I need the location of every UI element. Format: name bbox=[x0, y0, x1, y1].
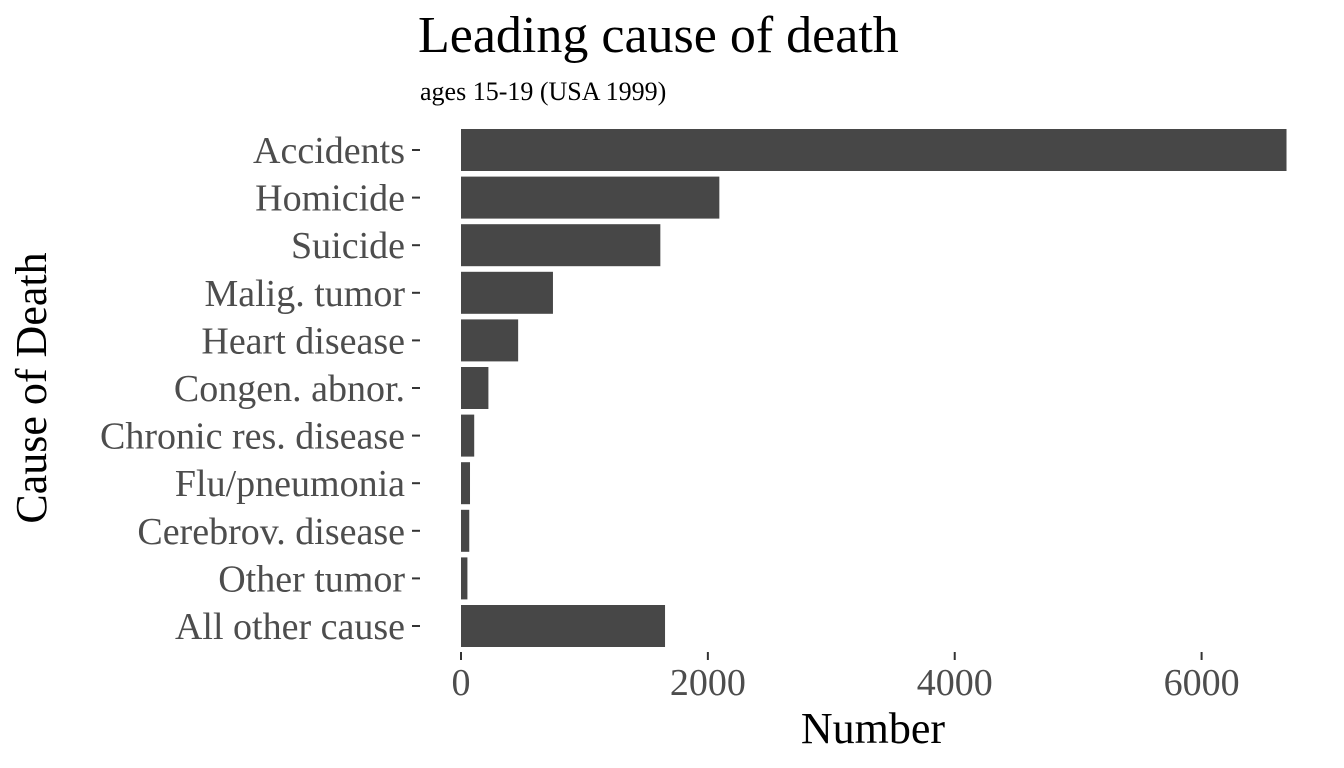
bar bbox=[461, 176, 720, 219]
bar bbox=[461, 224, 661, 267]
y-tick-label: Flu/pneumonia bbox=[175, 463, 405, 505]
bar bbox=[461, 605, 666, 647]
y-tick-label: Homicide bbox=[255, 178, 405, 220]
y-tick-label: Congen. abnor. bbox=[174, 368, 405, 410]
x-axis-title: Number bbox=[801, 704, 946, 753]
bar bbox=[461, 367, 489, 409]
bar bbox=[461, 319, 519, 362]
x-tick-label: 4000 bbox=[917, 662, 993, 704]
bars-layer bbox=[461, 129, 1287, 647]
y-tick-label: Malig. tumor bbox=[204, 273, 405, 315]
bar bbox=[461, 557, 468, 600]
y-tick-label: Suicide bbox=[291, 225, 405, 267]
y-tick-label: Chronic res. disease bbox=[100, 416, 405, 458]
y-axis-title: Cause of Death bbox=[7, 252, 56, 523]
y-tick-label: Heart disease bbox=[201, 320, 405, 362]
x-axis: 0 2000 4000 6000 bbox=[452, 652, 1240, 704]
y-tick-label: Other tumor bbox=[218, 558, 405, 600]
chart-subtitle: ages 15-19 (USA 1999) bbox=[420, 77, 667, 106]
x-tick-label: 6000 bbox=[1164, 662, 1240, 704]
bar bbox=[461, 462, 471, 505]
chart-title: Leading cause of death bbox=[418, 7, 899, 64]
y-tick-label: Accidents bbox=[253, 130, 405, 172]
bar bbox=[461, 509, 470, 552]
bar bbox=[461, 271, 553, 314]
y-tick-label: Cerebrov. disease bbox=[137, 511, 405, 553]
bar bbox=[461, 414, 475, 457]
bar bbox=[461, 129, 1287, 171]
y-tick-label: All other cause bbox=[175, 606, 405, 648]
y-axis: Accidents Homicide Suicide Malig. tumor Hear… bbox=[100, 130, 420, 648]
x-tick-label: 0 bbox=[452, 662, 471, 704]
x-tick-label: 2000 bbox=[670, 662, 746, 704]
